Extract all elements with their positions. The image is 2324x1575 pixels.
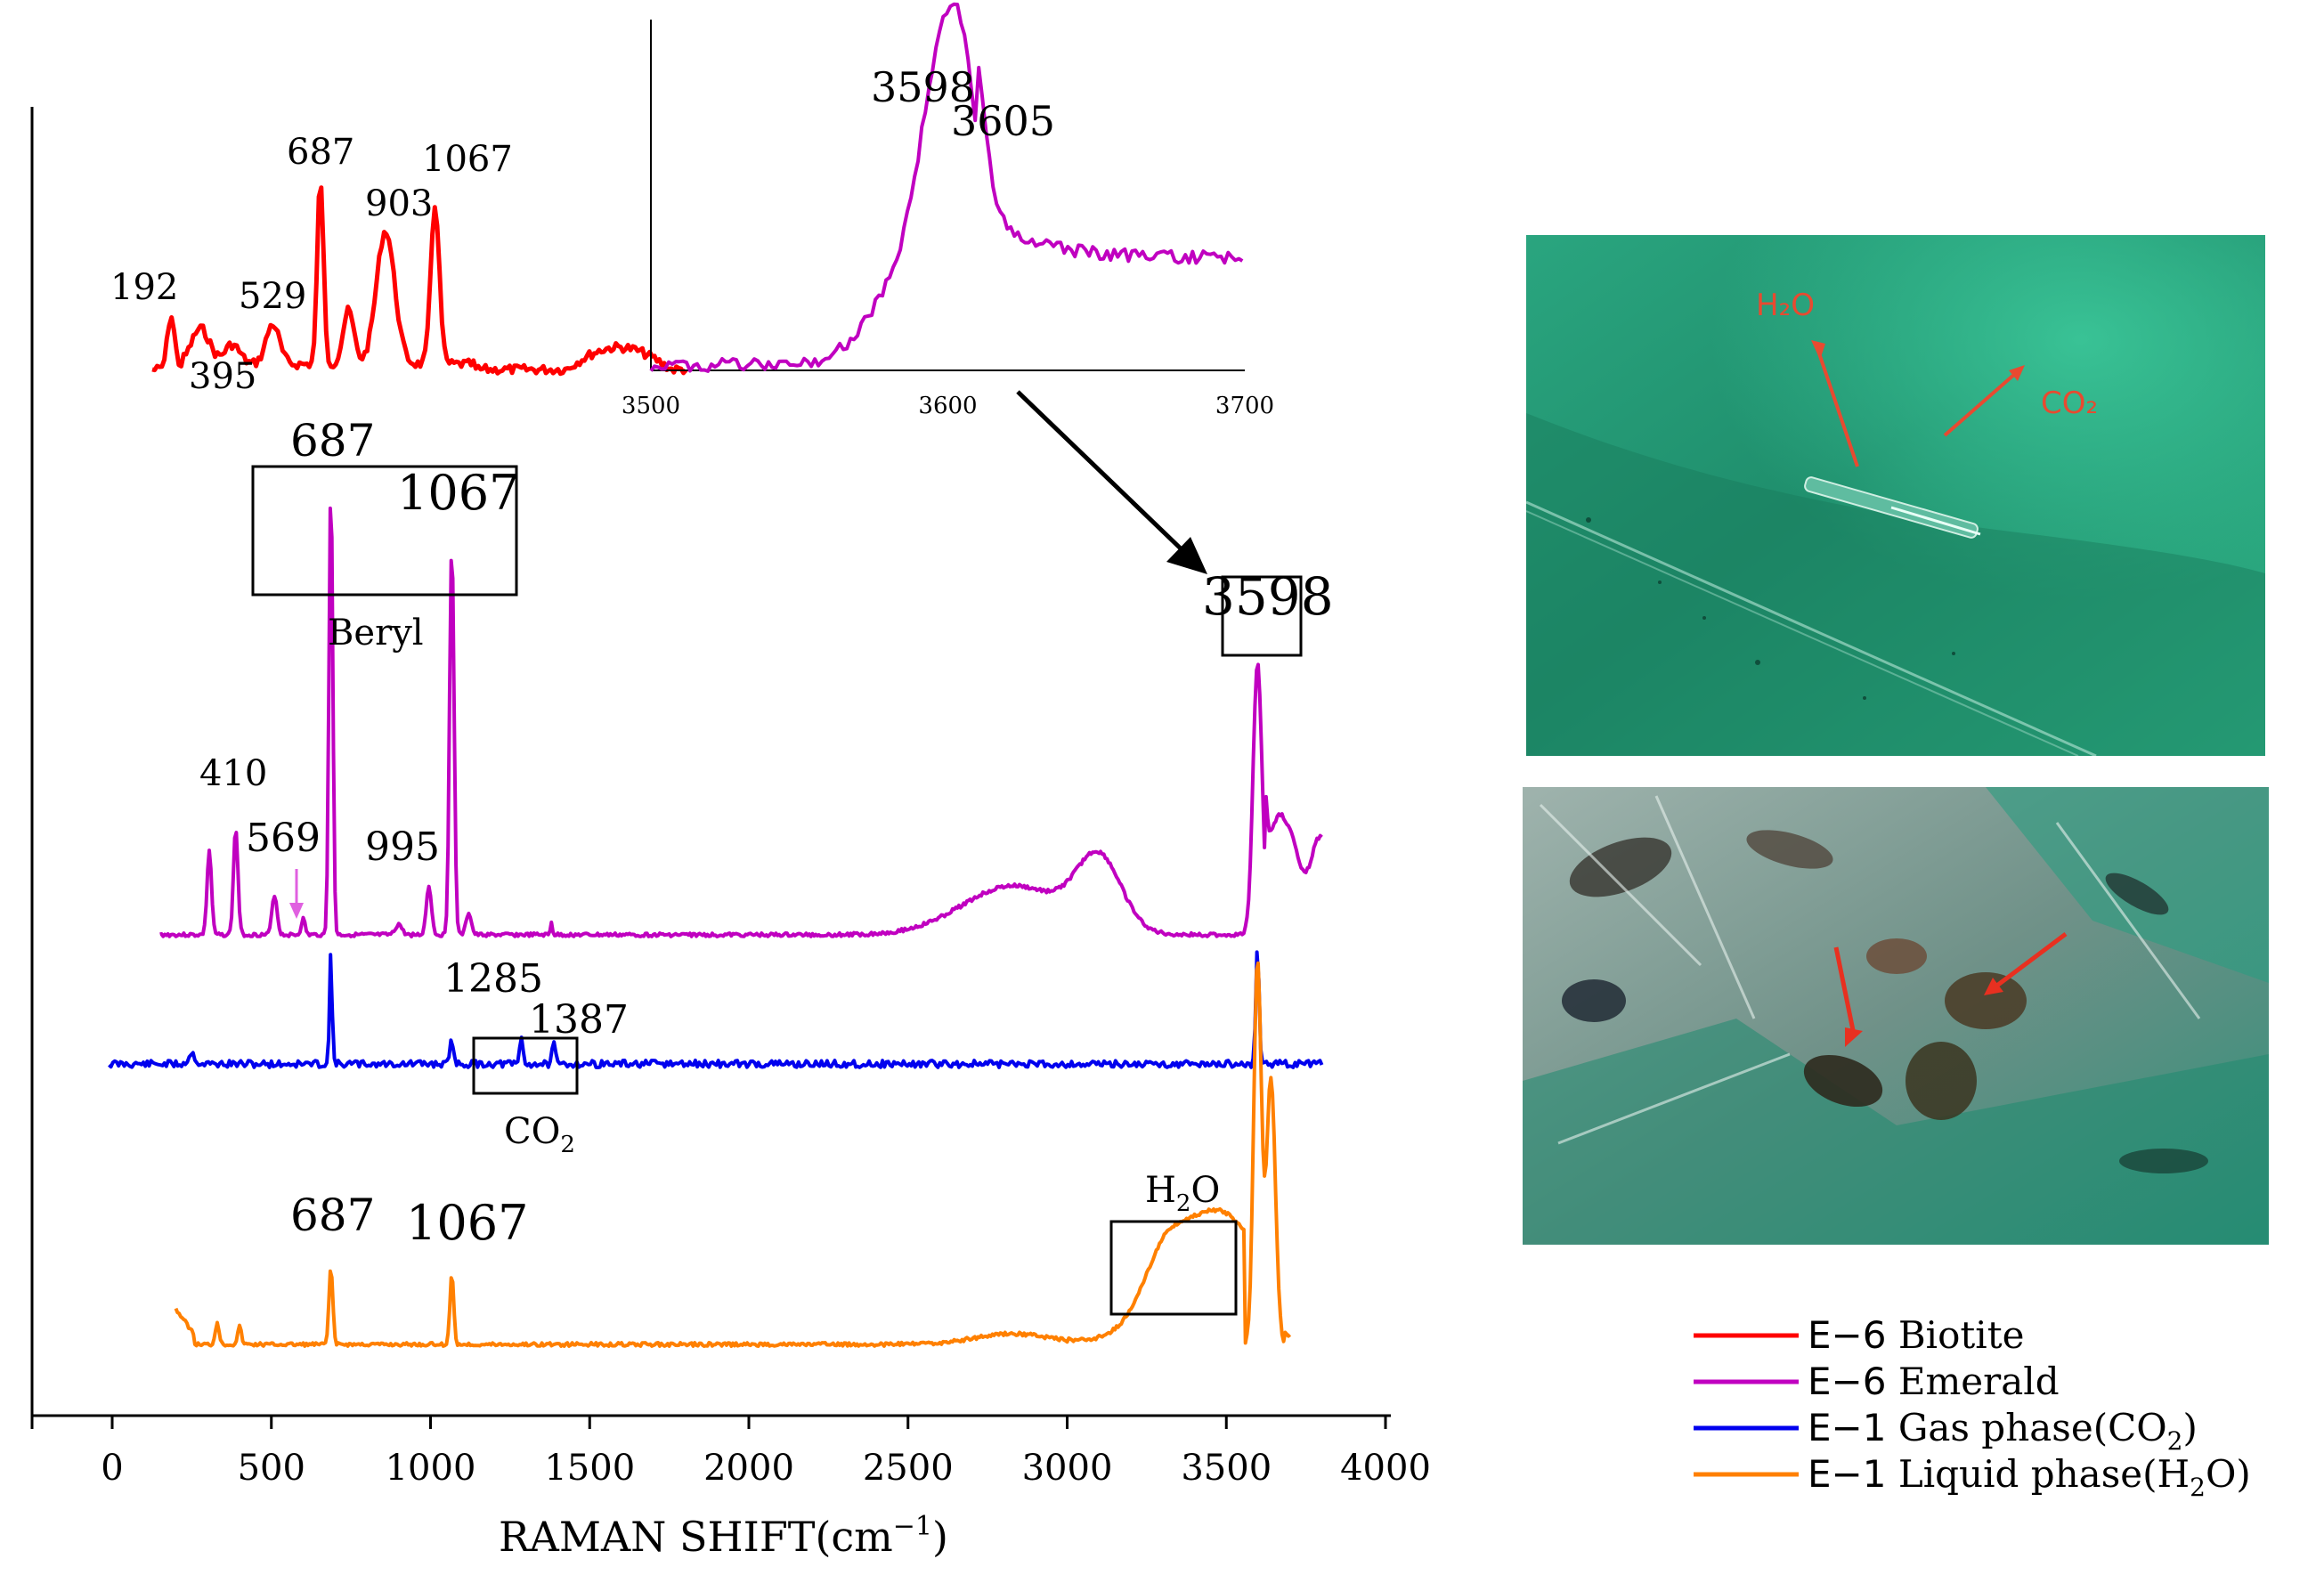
x-tick-label: 3500 <box>1181 1448 1272 1489</box>
legend-entry: E−6 Emerald <box>1808 1360 2060 1403</box>
x-tick-label: 1500 <box>544 1448 635 1489</box>
inset-tick-label: 3500 <box>622 393 680 419</box>
red-label-395: 395 <box>189 356 256 397</box>
series-line-emerald <box>159 506 1323 938</box>
inset-label-3605: 3605 <box>951 97 1055 145</box>
co2-box <box>472 1036 579 1095</box>
series-line-gas-phase <box>108 950 1324 1069</box>
x-axis-label: RAMAN SHIFT(cm−1) <box>499 1511 948 1561</box>
beryl-label-1067: 1067 <box>397 465 519 521</box>
emerald-inclusion-photo: H₂O CO₂ <box>1526 235 2265 756</box>
photo-label-h2o: H₂O <box>1756 288 1815 323</box>
legend-entry: E−6 Biotite <box>1808 1313 2024 1357</box>
x-tick-label: 1000 <box>386 1448 476 1489</box>
box-3598 <box>1221 575 1303 657</box>
legend-entry: E−1 Liquid phase(H2O) <box>1808 1452 2251 1502</box>
red-label-1067: 1067 <box>422 139 513 180</box>
purple-label-569: 569 <box>246 816 321 861</box>
inset-tick-label: 3700 <box>1215 393 1274 419</box>
red-label-903: 903 <box>365 183 433 224</box>
inset-series-line <box>649 2 1244 373</box>
h2o-box <box>1109 1220 1238 1316</box>
label-3598: 3598 <box>1202 566 1334 627</box>
orange-label-1067: 1067 <box>406 1195 528 1251</box>
x-tick-label: 4000 <box>1340 1448 1431 1489</box>
purple-label-995: 995 <box>365 824 440 870</box>
x-tick-label: 2500 <box>863 1448 954 1489</box>
red-label-529: 529 <box>239 276 306 317</box>
inset-pointer-arrow <box>1016 390 1186 554</box>
purple-label-410: 410 <box>199 753 267 794</box>
legend-entry: E−1 Gas phase(CO2) <box>1808 1406 2198 1456</box>
x-tick-label: 500 <box>238 1448 305 1489</box>
h2o-label: H2O <box>1145 1170 1220 1217</box>
inset-chart: 3500 3600 3700 3598 3605 <box>622 2 1274 419</box>
x-tick-group: 0 500 1000 1500 2000 2500 3000 3500 4000 <box>101 1416 1431 1489</box>
red-label-687: 687 <box>287 132 354 173</box>
red-label-192: 192 <box>110 267 178 308</box>
series-line-biotite <box>151 185 688 377</box>
beryl-label-687: 687 <box>290 415 375 467</box>
x-tick-label: 2000 <box>703 1448 794 1489</box>
x-tick-label: 0 <box>101 1448 123 1489</box>
orange-label-687: 687 <box>290 1189 375 1241</box>
series-line-liquid-phase <box>174 961 1292 1348</box>
inset-pointer-arrowhead <box>1166 537 1207 574</box>
inset-tick-group: 3500 3600 3700 <box>622 393 1274 419</box>
inset-tick-label: 3600 <box>918 393 977 419</box>
inset-label-3598: 3598 <box>871 63 975 111</box>
blue-label-1285: 1285 <box>443 956 543 1002</box>
beryl-label: Beryl <box>328 613 424 654</box>
blue-label-1387: 1387 <box>529 997 629 1043</box>
biotite-emerald-photo <box>1523 787 2269 1245</box>
photo-label-co2: CO₂ <box>2041 386 2098 421</box>
beryl-box <box>251 465 518 597</box>
co2-label: CO2 <box>504 1111 575 1158</box>
x-tick-label: 3000 <box>1022 1448 1113 1489</box>
arrow-569-head <box>289 903 304 919</box>
